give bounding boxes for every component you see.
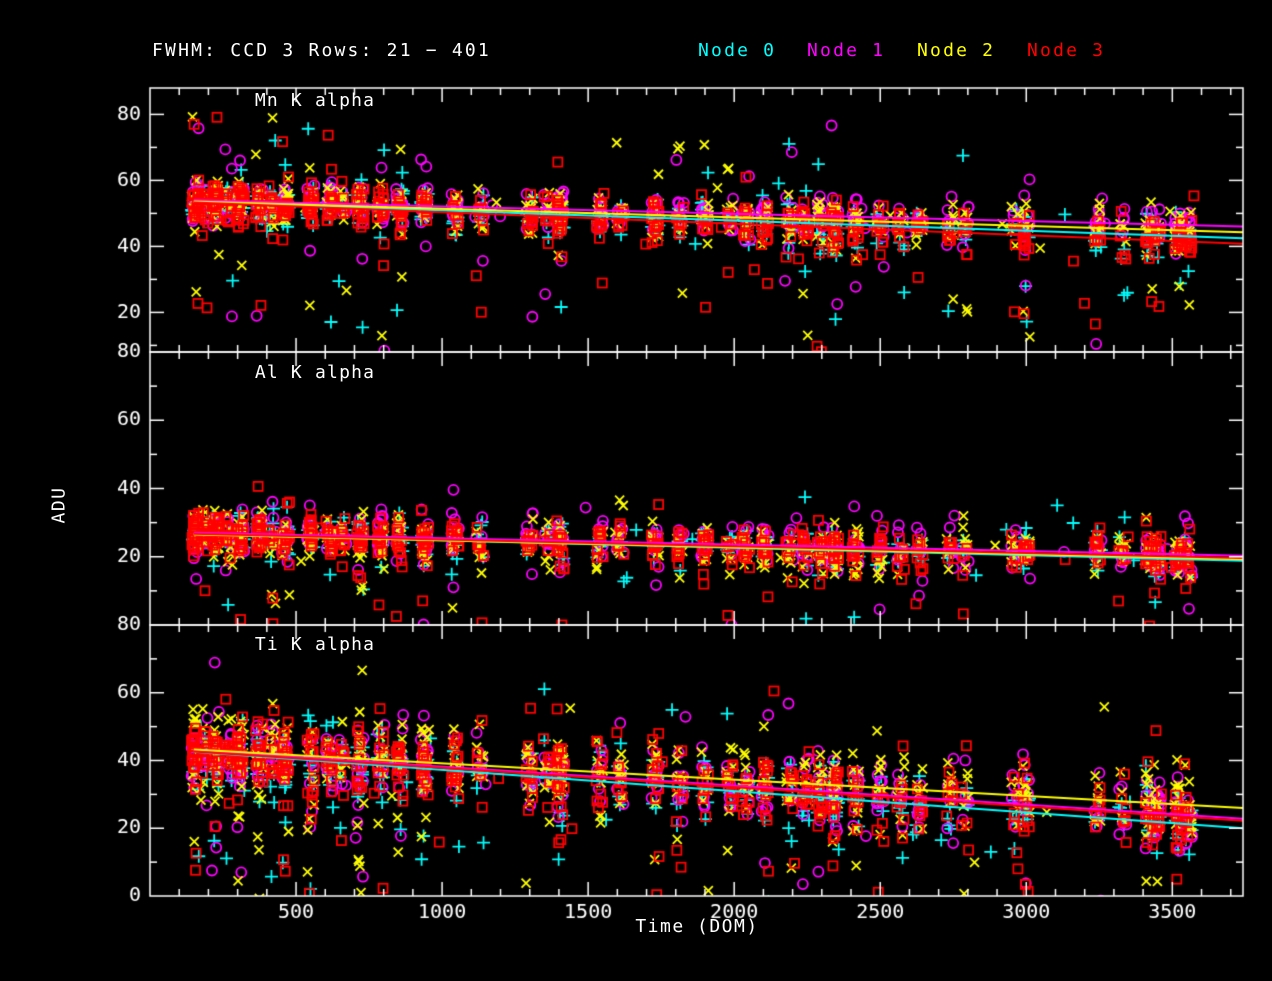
panel-title-mn-k-alpha: Mn K alpha [254, 90, 376, 111]
x-axis-title: Time (DOM) [635, 916, 759, 937]
panel-title-al-k-alpha: Al K alpha [254, 362, 376, 383]
legend-item-node0: Node 0 [698, 40, 777, 61]
legend-item-node1: Node 1 [807, 40, 886, 61]
figure-title: FWHM: CCD 3 Rows: 21 − 401 [152, 40, 491, 61]
panel-title-ti-k-alpha: Ti K alpha [254, 634, 376, 655]
legend-item-node2: Node 2 [917, 40, 996, 61]
legend-item-node3: Node 3 [1027, 40, 1106, 61]
y-axis-title: ADU [48, 486, 70, 524]
